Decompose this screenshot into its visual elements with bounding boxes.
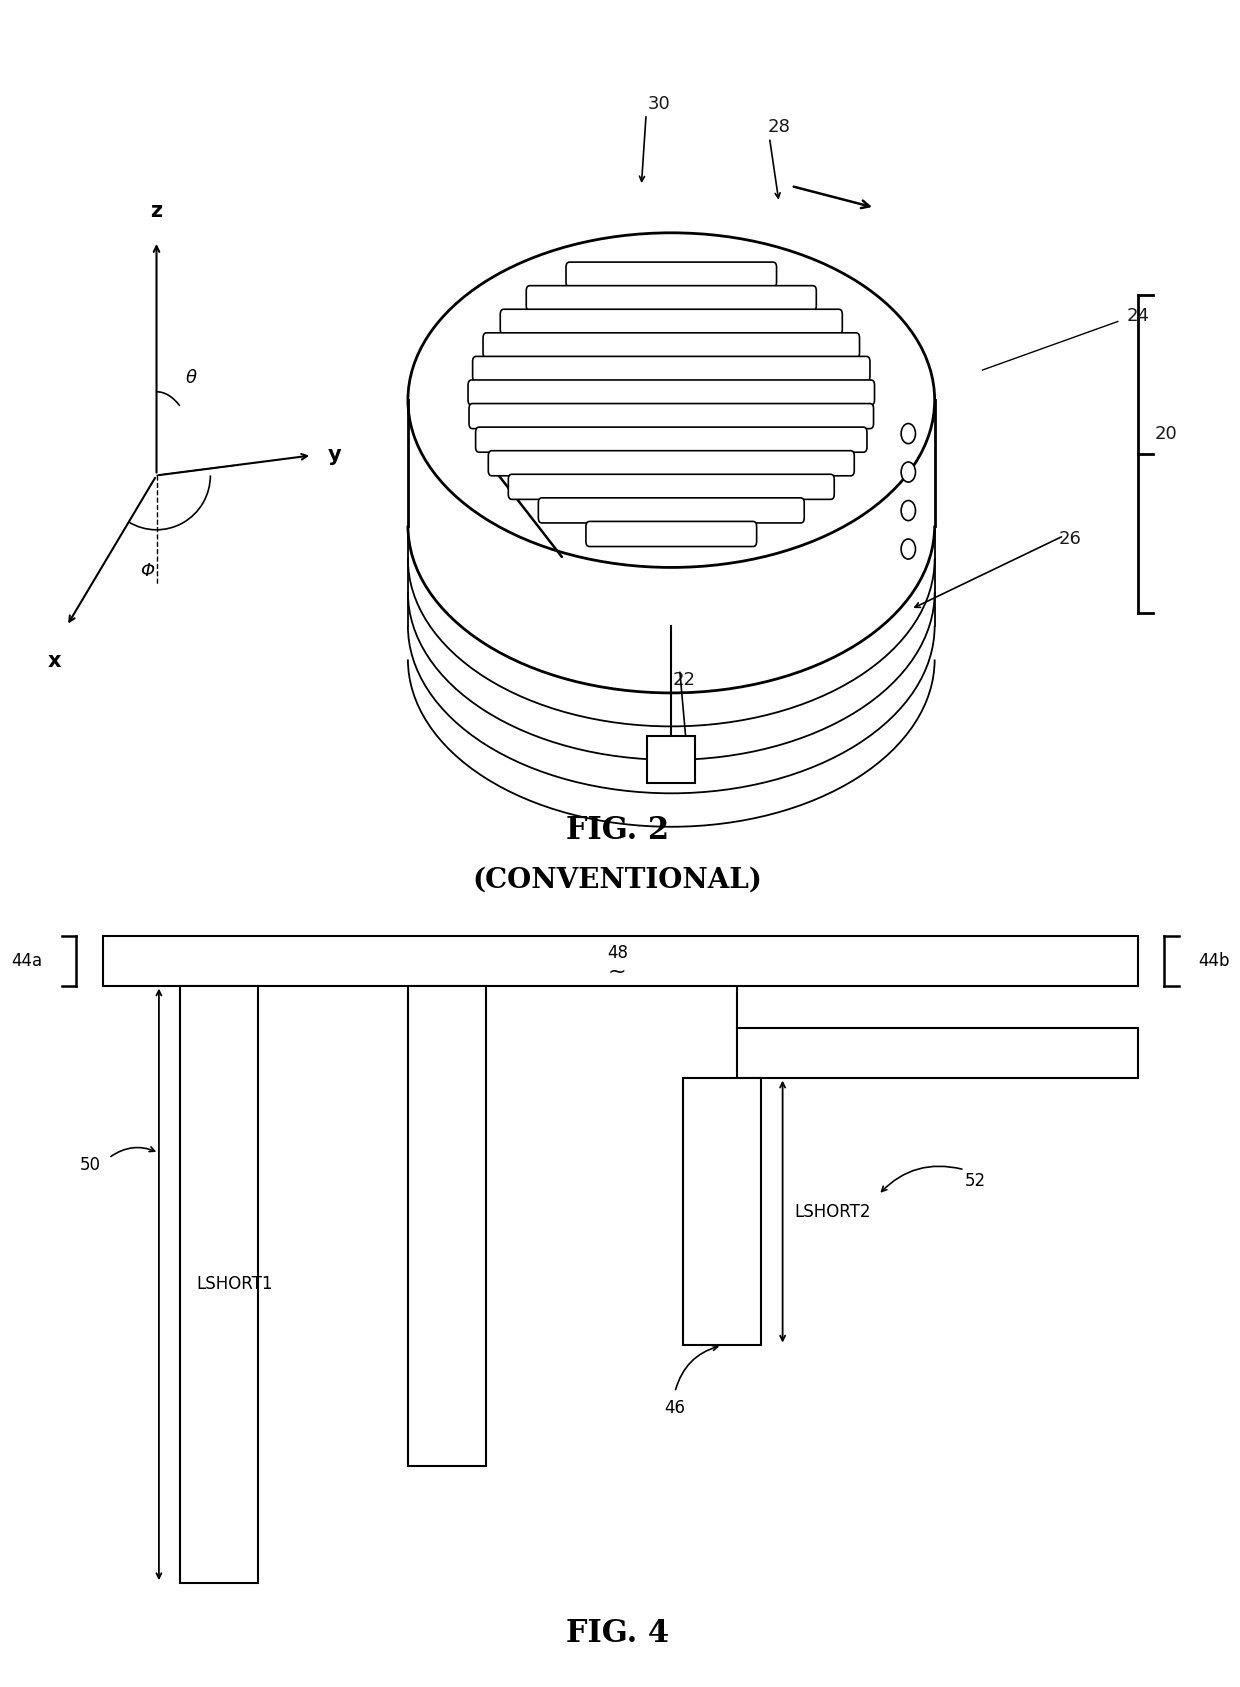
Bar — [408, 985, 486, 1466]
FancyBboxPatch shape — [508, 474, 835, 499]
Text: 22: 22 — [673, 670, 696, 688]
Text: FIG. 2: FIG. 2 — [565, 815, 668, 845]
FancyBboxPatch shape — [565, 261, 776, 287]
Text: FIG. 4: FIG. 4 — [565, 1618, 668, 1648]
Bar — [647, 737, 696, 783]
Text: x: x — [48, 651, 62, 671]
Bar — [181, 985, 258, 1582]
Text: LSHORT2: LSHORT2 — [795, 1203, 870, 1221]
FancyBboxPatch shape — [476, 427, 867, 452]
Circle shape — [901, 501, 915, 521]
Text: 46: 46 — [665, 1399, 686, 1417]
Text: 44b: 44b — [1198, 951, 1230, 970]
Bar — [683, 1078, 761, 1346]
Text: 28: 28 — [768, 118, 790, 137]
Bar — [103, 936, 1138, 985]
Text: y: y — [327, 445, 341, 466]
Text: 50: 50 — [79, 1156, 100, 1174]
Text: 44a: 44a — [11, 951, 43, 970]
Text: z: z — [150, 201, 162, 221]
Circle shape — [901, 462, 915, 482]
Circle shape — [901, 538, 915, 558]
Text: θ: θ — [185, 369, 196, 388]
Text: ~: ~ — [608, 962, 626, 982]
FancyBboxPatch shape — [467, 380, 874, 405]
Text: 26: 26 — [1059, 530, 1081, 548]
Text: Φ: Φ — [140, 562, 154, 580]
Text: 24: 24 — [1127, 307, 1149, 326]
FancyBboxPatch shape — [469, 403, 873, 428]
Text: 20: 20 — [1154, 425, 1177, 442]
FancyBboxPatch shape — [538, 498, 805, 523]
Bar — [737, 1027, 1138, 1078]
FancyBboxPatch shape — [472, 356, 870, 381]
Text: 48: 48 — [606, 945, 627, 962]
FancyBboxPatch shape — [587, 521, 756, 547]
Text: LSHORT1: LSHORT1 — [196, 1275, 273, 1294]
FancyBboxPatch shape — [526, 285, 816, 310]
FancyBboxPatch shape — [500, 309, 842, 334]
Text: 52: 52 — [965, 1172, 986, 1191]
Text: (CONVENTIONAL): (CONVENTIONAL) — [472, 867, 763, 894]
FancyBboxPatch shape — [489, 450, 854, 476]
FancyBboxPatch shape — [484, 332, 859, 358]
Circle shape — [901, 423, 915, 444]
Text: 30: 30 — [649, 94, 671, 113]
